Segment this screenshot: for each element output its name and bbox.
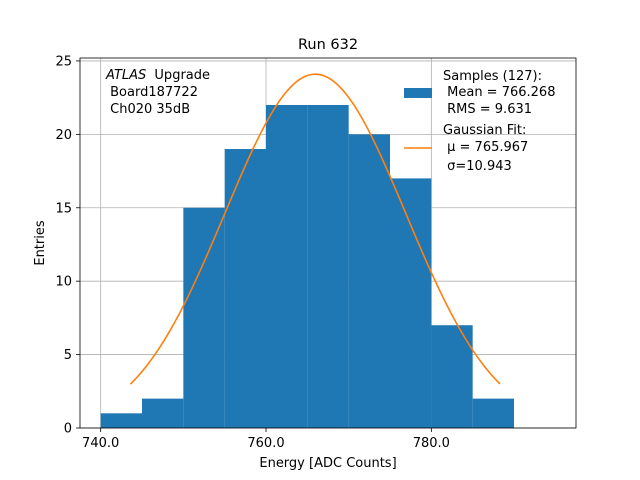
histogram-bar [390,178,432,428]
histogram-bar [183,207,225,428]
histogram-bar [348,134,390,428]
y-axis-ticks: 0 5 10 15 20 25 [55,54,80,437]
annotation-italic: ATLAS [105,68,146,83]
histogram-bar [100,413,142,428]
legend-samples-swatch [404,88,432,98]
histogram-bar [472,398,514,428]
plot-frame [79,57,577,429]
y-tick-label: 25 [55,54,72,69]
y-tick-label: 0 [64,422,72,437]
annotation-line-1: ATLAS Upgrade [105,68,210,83]
legend-fit-sigma: σ=10.943 [443,159,512,174]
x-axis-ticks: 740.0 760.0 780.0 [82,428,450,451]
y-tick-label: 5 [64,348,72,363]
x-tick-label: 740.0 [82,436,119,451]
legend-samples-label: Samples (127): [443,69,542,84]
legend-fit-label: Gaussian Fit: [443,123,526,138]
annotation-text: Upgrade [154,68,210,83]
chart-title: Run 632 [298,37,358,53]
histogram-bar [266,104,308,428]
annotation-line-2: Board187722 [106,85,198,100]
y-tick-label: 15 [55,201,72,216]
x-tick-label: 760.0 [247,436,284,451]
histogram-bar [431,325,473,428]
legend-samples-rms: RMS = 9.631 [443,102,532,117]
histogram-bar [224,149,266,429]
gaussian-fit-curve [129,73,501,385]
legend-samples-mean: Mean = 766.268 [443,85,555,100]
x-axis-label: Energy [ADC Counts] [259,456,396,471]
legend: Samples (127): Mean = 766.268 RMS = 9.63… [404,69,555,174]
annotation: ATLAS Upgrade Board187722 Ch020 35dB [105,68,210,117]
histogram-bar [142,398,184,428]
histogram-bar [307,104,349,428]
y-tick-label: 20 [55,128,72,143]
x-tick-label: 780.0 [413,436,450,451]
y-tick-label: 10 [55,275,72,290]
annotation-line-3: Ch020 35dB [106,102,190,117]
y-axis-label: Entries [33,220,48,266]
legend-fit-mu: μ = 765.967 [443,140,528,155]
